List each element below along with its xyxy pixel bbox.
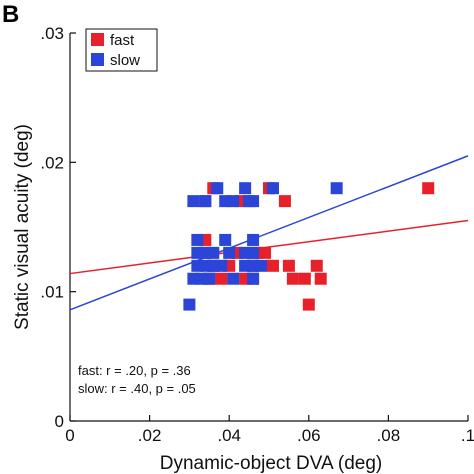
data-point-fast [298,272,311,285]
data-point-fast [302,298,315,311]
x-tick-label: .1 [461,426,474,445]
data-point-slow [247,272,260,285]
data-point-fast [422,182,435,195]
data-point-slow [211,182,224,195]
data-point-fast [286,272,299,285]
data-point-fast [282,259,295,272]
data-point-slow [247,233,260,246]
data-point-fast [215,272,228,285]
data-point-slow [255,259,268,272]
x-tick-label: 0 [65,426,74,445]
y-tick-label: .03 [40,24,64,43]
x-axis-title: Dynamic-object DVA (deg) [160,453,382,474]
data-point-fast [310,259,323,272]
data-point-slow [207,246,220,259]
panel-label: B [2,1,19,28]
data-point-slow [215,259,228,272]
data-point-slow [187,195,200,208]
y-tick-label: .02 [40,153,64,172]
x-tick-label: .06 [297,426,321,445]
data-point-slow [183,298,196,311]
legend-label-fast: fast [110,32,135,49]
data-point-slow [266,182,279,195]
stats-annotation: fast: r = .20, p = .36 slow: r = .40, p … [78,363,196,396]
y-axis-title: Static visual acuity (deg) [12,124,33,330]
data-point-fast [314,272,327,285]
data-point-slow [247,246,260,259]
legend-label-slow: slow [110,52,140,69]
data-point-fast [278,195,291,208]
x-tick-label: .08 [377,426,401,445]
fit-line-slow [69,155,469,311]
data-point-fast [259,246,272,259]
data-point-fast [266,259,279,272]
points-layer [183,182,435,311]
data-point-slow [227,195,240,208]
stats-slow: slow: r = .40, p = .05 [78,381,196,396]
data-point-slow [219,233,232,246]
legend-swatch-fast [91,33,104,46]
data-point-slow [227,272,240,285]
data-point-slow [199,195,212,208]
data-point-slow [247,195,260,208]
x-tick-label: .02 [138,426,162,445]
data-point-slow [239,182,252,195]
data-point-slow [203,272,216,285]
data-point-slow [191,233,204,246]
y-tick-label: 0 [55,412,64,431]
data-point-slow [330,182,343,195]
data-point-slow [223,246,236,259]
legend: fast slow [85,28,158,72]
y-tick-label: .01 [40,283,64,302]
axes-layer: 0 .02 .04 .06 .08 .1 0 .01 .02 .03 [40,24,474,445]
x-tick-label: .04 [217,426,241,445]
legend-swatch-slow [91,53,104,66]
stats-fast: fast: r = .20, p = .36 [78,363,191,378]
